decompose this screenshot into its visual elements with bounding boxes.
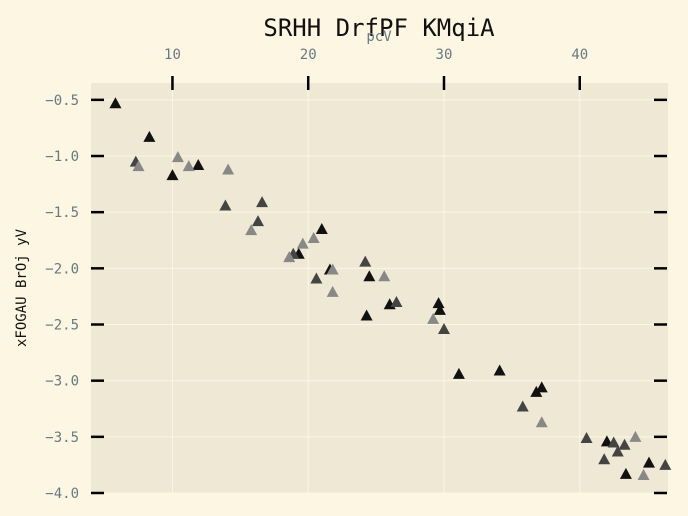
data-point-triangle <box>390 296 403 308</box>
y-tick-label: −4.0 <box>45 486 79 502</box>
data-point-triangle <box>326 263 339 275</box>
plot-area <box>91 83 668 493</box>
x-tick-label: 40 <box>571 47 588 63</box>
x-axis-label: pcV <box>366 29 392 45</box>
data-point-triangle <box>637 469 650 481</box>
data-point-triangle <box>493 364 506 376</box>
data-point-triangle <box>283 251 296 263</box>
y-tick-label: −2.0 <box>45 261 79 277</box>
data-point-triangle <box>618 438 631 450</box>
data-point-triangle <box>315 223 328 235</box>
data-point-triangle <box>598 453 611 465</box>
y-tick-label: −3.0 <box>45 374 79 390</box>
data-point-triangle <box>307 232 320 244</box>
data-point-triangle <box>251 215 264 227</box>
data-point-triangle <box>296 237 309 249</box>
data-point-triangle <box>642 456 655 468</box>
data-point-triangle <box>360 309 373 321</box>
x-tick-label: 20 <box>300 47 317 63</box>
data-point-triangle <box>516 400 529 412</box>
y-tick-label: −1.0 <box>45 149 79 165</box>
data-point-triangle <box>256 196 269 208</box>
data-point-triangle <box>535 381 548 393</box>
data-point-triangle <box>359 255 372 267</box>
y-tick-label: −3.5 <box>45 430 79 446</box>
data-point-triangle <box>452 367 465 379</box>
data-point-triangle <box>363 270 376 282</box>
y-tick-label: −0.5 <box>45 93 79 109</box>
data-point-triangle <box>433 303 446 315</box>
data-point-triangle <box>171 151 184 163</box>
y-tick-label: −1.5 <box>45 205 79 221</box>
data-point-triangle <box>132 160 145 172</box>
data-point-triangle <box>310 272 323 284</box>
data-point-triangle <box>432 297 445 309</box>
axis-ticks: 10 20 30 40 −0.5 −1.0 −1.5 −2.0 −2.5 −3.0 −3.5 −4.0 <box>45 47 667 502</box>
data-point-triangle <box>580 431 593 443</box>
x-tick-label: 30 <box>436 47 453 63</box>
y-tick-label: −2.5 <box>45 318 79 334</box>
data-point-triangle <box>619 467 632 479</box>
data-point-triangle <box>222 163 235 175</box>
data-point-triangle <box>109 97 122 109</box>
y-axis-label: xFOGAU BrOj yV <box>14 228 30 347</box>
data-point-triangle <box>607 436 620 448</box>
chart-title: SRHH DrfPF KMqiA <box>263 14 495 42</box>
data-points <box>109 97 672 481</box>
data-point-triangle <box>437 323 450 334</box>
data-point-triangle <box>427 312 440 324</box>
data-point-triangle <box>629 430 642 442</box>
data-point-triangle <box>245 224 258 236</box>
data-point-triangle <box>192 159 205 170</box>
data-point-triangle <box>535 416 548 428</box>
data-point-triangle <box>219 199 232 211</box>
data-point-triangle <box>611 445 624 457</box>
data-point-triangle <box>166 169 179 181</box>
data-point-triangle <box>326 285 339 297</box>
x-tick-label: 10 <box>164 47 181 63</box>
grid <box>91 83 668 494</box>
data-point-triangle <box>182 160 195 172</box>
data-point-triangle <box>143 130 156 142</box>
data-point-triangle <box>659 458 672 470</box>
data-point-triangle <box>378 270 391 282</box>
